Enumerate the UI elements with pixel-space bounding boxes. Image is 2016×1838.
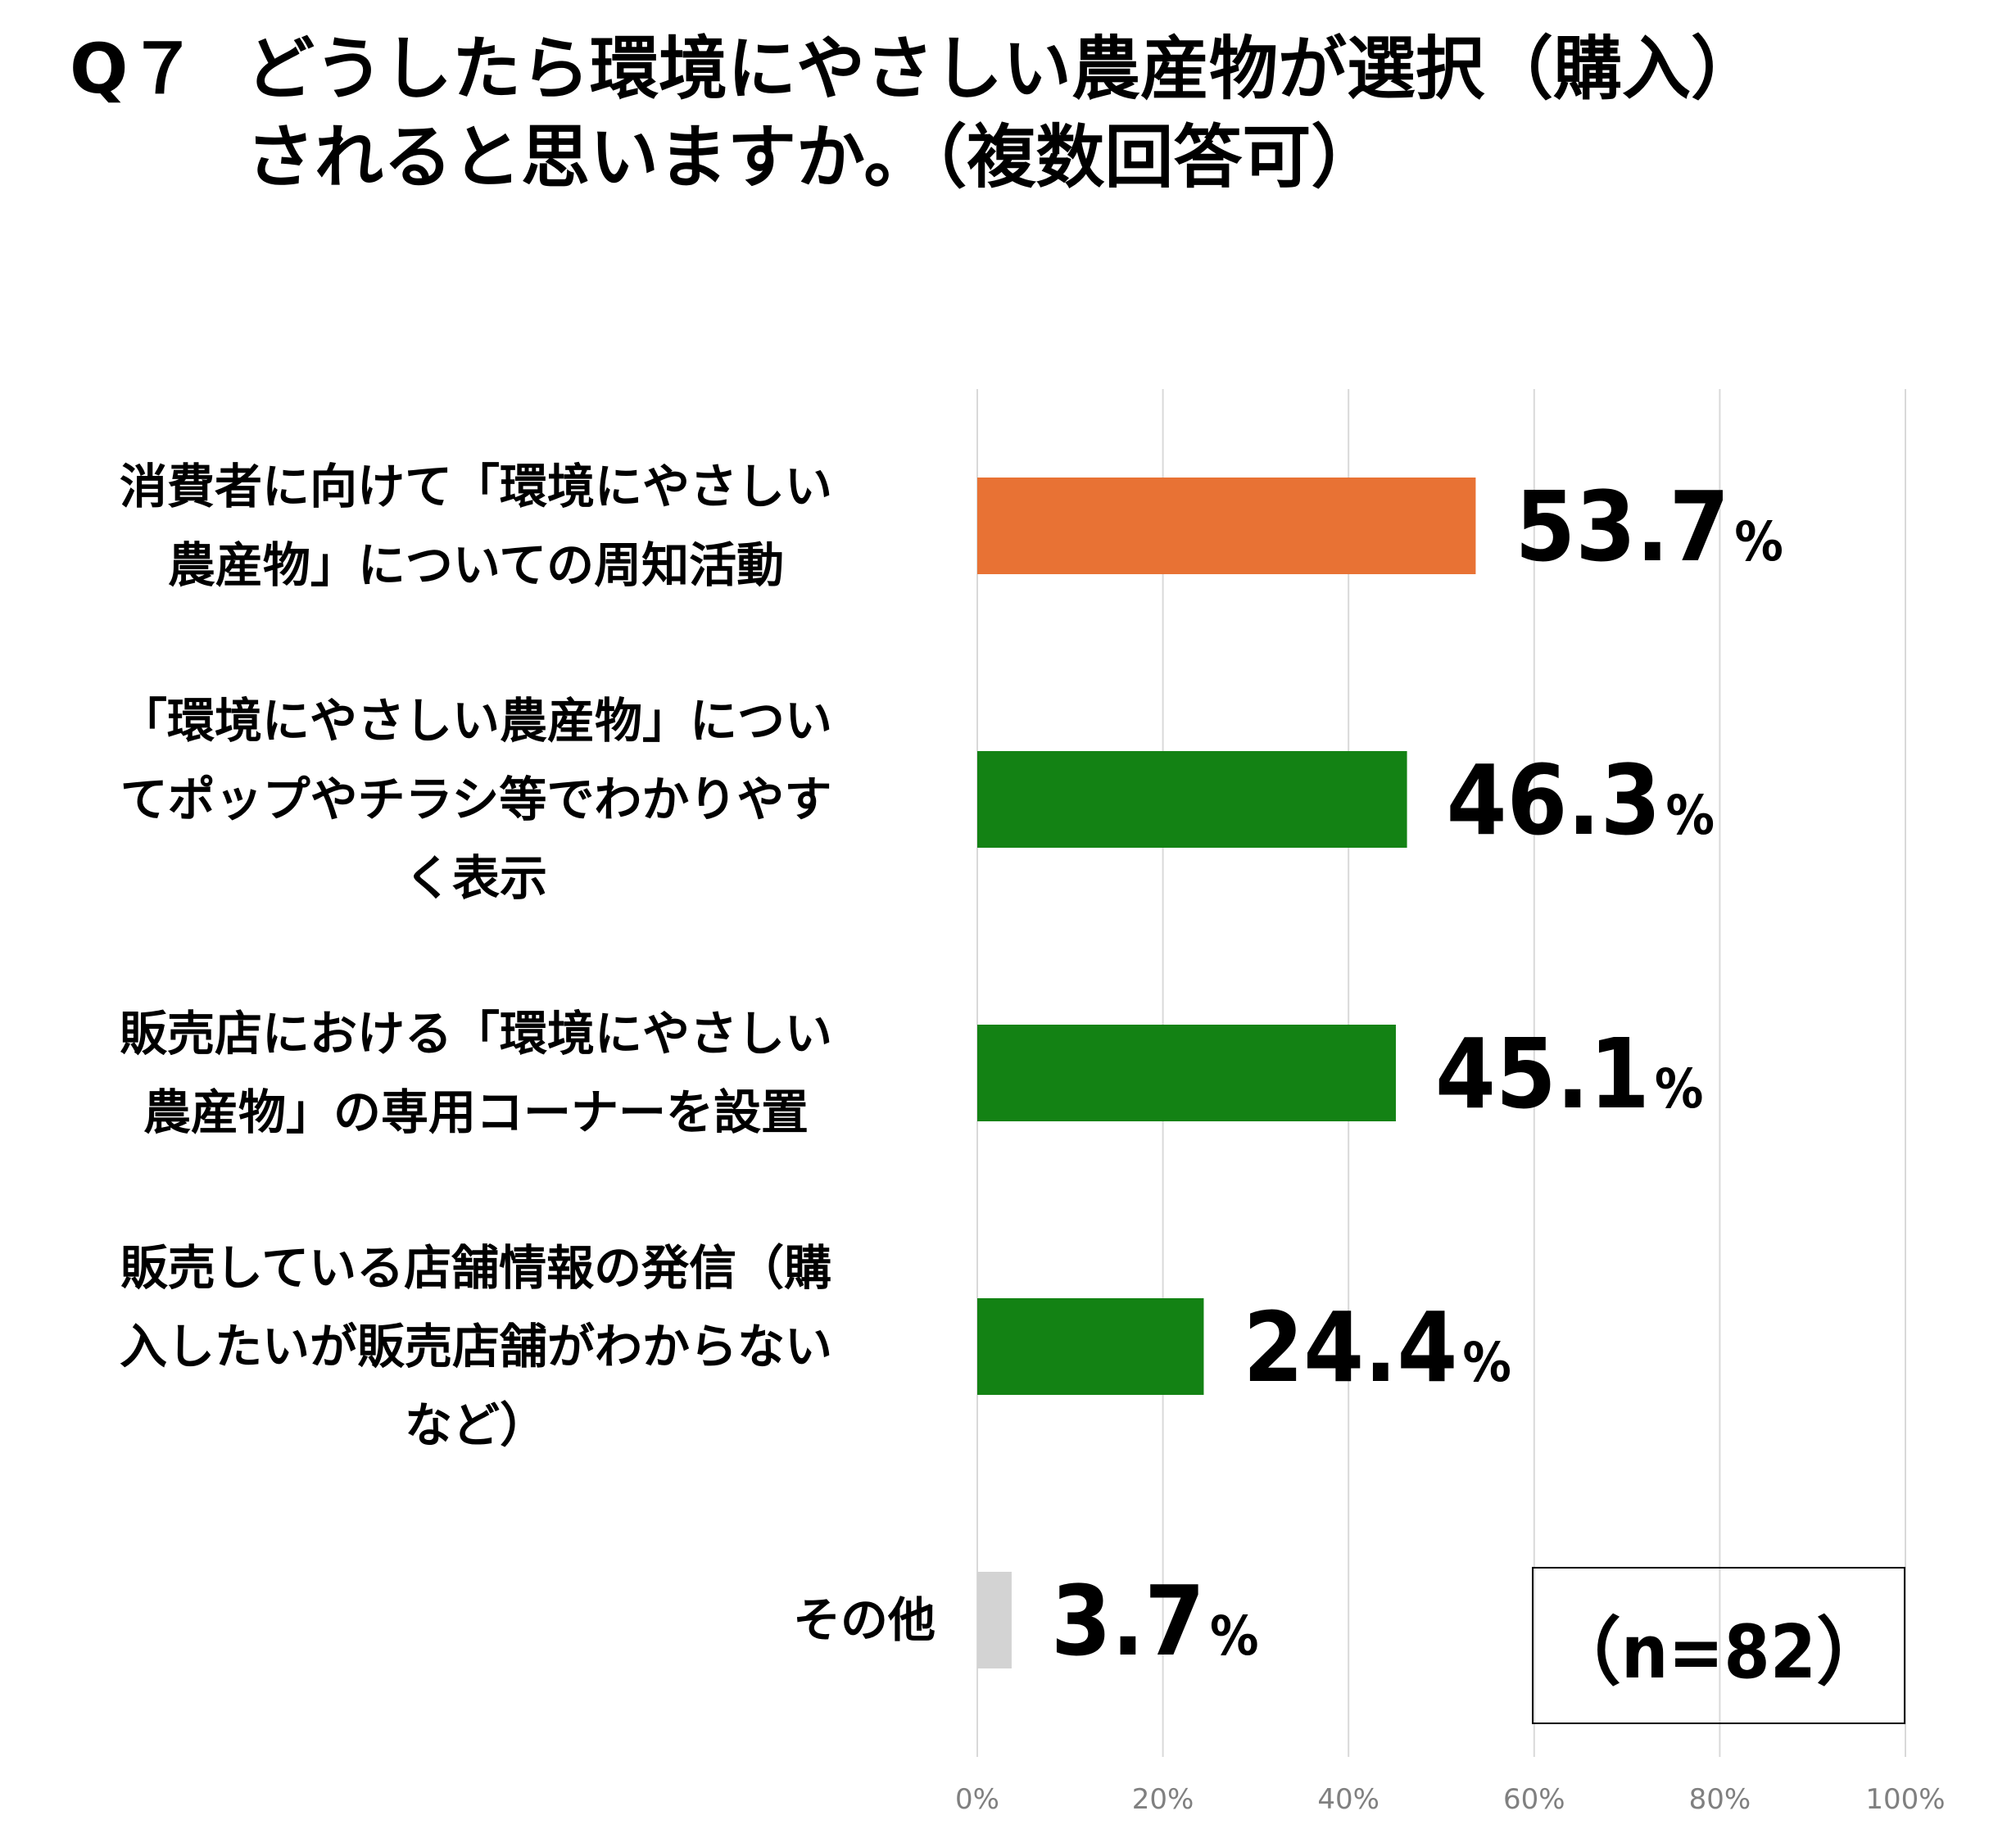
data-label: 3.7% — [1051, 1564, 1259, 1677]
question-number: Q７ — [70, 29, 197, 109]
category-label: 販売している店舗情報の発信（購 入したいが販売店舗がわからない など） — [16, 1229, 936, 1465]
bar — [977, 1025, 1396, 1121]
category-label-line: など） — [404, 1397, 547, 1453]
category-label: その他 — [16, 1581, 936, 1659]
category-label: 販売店における「環境にやさしい 農産物」の専用コーナーを設置 — [16, 994, 936, 1152]
x-tick-label: 0% — [955, 1783, 999, 1816]
category-label-line: 消費者に向けて「環境にやさしい — [119, 459, 832, 514]
category-label-line: 「環境にやさしい農産物」につい — [119, 693, 832, 749]
category-label-line: く表示 — [404, 850, 547, 906]
category-label-line: 農産物」についての周知活動 — [167, 537, 785, 593]
category-label-line: てポップやチラシ等でわかりやす — [120, 772, 832, 827]
category-label-line: その他 — [792, 1592, 936, 1648]
sample-size-label: （n=82） — [1547, 1609, 1891, 1695]
x-tick-label: 40% — [1317, 1783, 1379, 1816]
bar — [977, 751, 1407, 848]
x-tick-label: 80% — [1689, 1783, 1751, 1816]
x-tick-label: 20% — [1132, 1783, 1194, 1816]
data-label: 46.3% — [1447, 744, 1715, 857]
category-label-line: 販売店における「環境にやさしい — [119, 1006, 832, 1062]
data-label: 45.1% — [1435, 1017, 1703, 1130]
x-tick-label: 60% — [1503, 1783, 1565, 1816]
category-label-line: 農産物」の専用コーナーを設置 — [143, 1084, 809, 1140]
bar — [977, 1572, 1012, 1668]
x-tick-label: 100% — [1865, 1783, 1945, 1816]
sample-size-box: （n=82） — [1532, 1567, 1905, 1724]
chart-title: Q７ どうしたら環境にやさしい農産物が選択（購入） されると思いますか。（複数回… — [70, 25, 1954, 201]
category-label-line: 販売している店舗情報の発信（購 — [120, 1240, 832, 1296]
category-label: 「環境にやさしい農産物」につい てポップやチラシ等でわかりやす く表示 — [16, 681, 936, 917]
data-label: 24.4% — [1243, 1291, 1511, 1404]
category-label: 消費者に向けて「環境にやさしい 農産物」についての周知活動 — [16, 447, 936, 604]
title-line-2: されると思いますか。（複数回答可） — [246, 117, 1380, 197]
data-label: 53.7% — [1515, 470, 1783, 583]
category-label-line: 入したいが販売店舗がわからない — [119, 1319, 832, 1374]
title-line-1: どうしたら環境にやさしい農産物が選択（購入） — [246, 29, 1760, 109]
bar — [977, 478, 1476, 574]
bar — [977, 1298, 1204, 1395]
